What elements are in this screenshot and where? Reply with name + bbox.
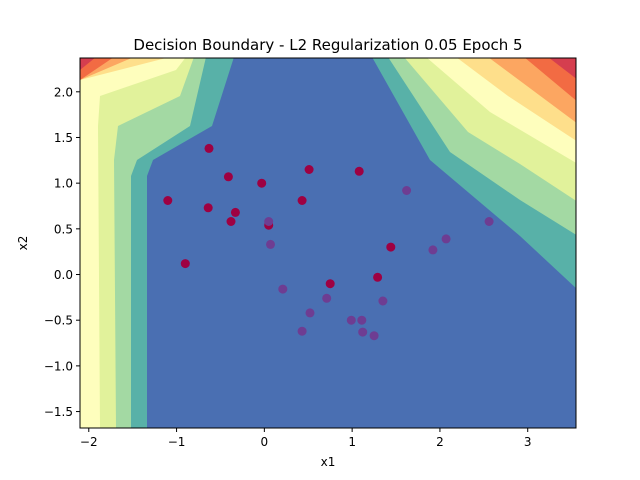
data-point-series0-2 <box>204 143 214 153</box>
chart-title: Decision Boundary - L2 Regularization 0.… <box>133 36 522 54</box>
data-point-series1-2 <box>278 284 288 294</box>
plot-frame <box>79 57 577 429</box>
y-tick-label: 1.5 <box>54 131 73 145</box>
y-axis-label: x2 <box>16 236 30 251</box>
contour-band-left-3 <box>80 58 194 428</box>
data-point-series1-1 <box>266 239 275 249</box>
data-point-series1-10 <box>378 296 388 306</box>
data-point-series0-3 <box>203 203 213 213</box>
data-point-series1-14 <box>484 217 494 226</box>
decision-contours <box>80 58 576 428</box>
contour-band-left-4 <box>80 58 186 428</box>
data-points <box>163 143 494 341</box>
data-point-series1-3 <box>305 308 315 318</box>
x-tick-label: −1 <box>168 435 186 449</box>
y-tick-label: 0.0 <box>54 268 73 282</box>
x-axis-label: x1 <box>321 455 336 469</box>
data-point-series1-6 <box>346 315 356 325</box>
data-point-series0-7 <box>257 178 267 188</box>
contour-band-left-8 <box>80 58 95 70</box>
data-point-series0-14 <box>386 242 396 252</box>
x-tick-label: 2 <box>436 435 444 449</box>
y-tick-label: −0.5 <box>44 314 73 328</box>
y-tick-label: 1.0 <box>54 177 73 191</box>
x-axis-ticks: −2 −1 0 1 2 3 <box>80 428 532 449</box>
data-point-series1-12 <box>428 245 438 255</box>
data-point-series0-9 <box>297 196 307 205</box>
data-point-series1-13 <box>441 234 451 244</box>
data-point-series0-4 <box>223 172 233 182</box>
data-point-series1-11 <box>402 186 412 195</box>
data-point-series0-12 <box>325 279 335 289</box>
data-point-series0-6 <box>230 207 240 217</box>
data-point-series1-8 <box>358 327 368 337</box>
y-tick-label: −1.0 <box>44 359 73 373</box>
data-point-series1-4 <box>322 293 332 303</box>
data-point-series0-0 <box>163 196 173 205</box>
y-tick-label: 0.5 <box>54 222 73 236</box>
x-tick-label: 3 <box>524 435 532 449</box>
data-point-series0-11 <box>354 166 364 176</box>
y-tick-label: 2.0 <box>54 85 73 99</box>
data-point-series0-13 <box>373 272 383 282</box>
data-point-series1-9 <box>369 331 379 341</box>
plot-area <box>80 58 576 428</box>
x-tick-label: 1 <box>348 435 356 449</box>
x-tick-label: 0 <box>261 435 269 449</box>
x-tick-label: −2 <box>80 435 98 449</box>
y-tick-label: −1.5 <box>44 405 73 419</box>
data-point-series0-10 <box>304 165 314 174</box>
data-point-series1-0 <box>264 217 274 226</box>
y-axis-ticks: −1.5 −1.0 −0.5 0.0 0.5 1.0 1.5 2.0 <box>44 85 80 419</box>
data-point-series1-7 <box>357 315 367 325</box>
data-point-series1-5 <box>297 326 307 336</box>
contour-band-left-7 <box>80 58 113 80</box>
data-point-series0-5 <box>226 217 236 226</box>
contour-band-right-8 <box>549 58 576 79</box>
data-point-series0-1 <box>180 259 190 269</box>
